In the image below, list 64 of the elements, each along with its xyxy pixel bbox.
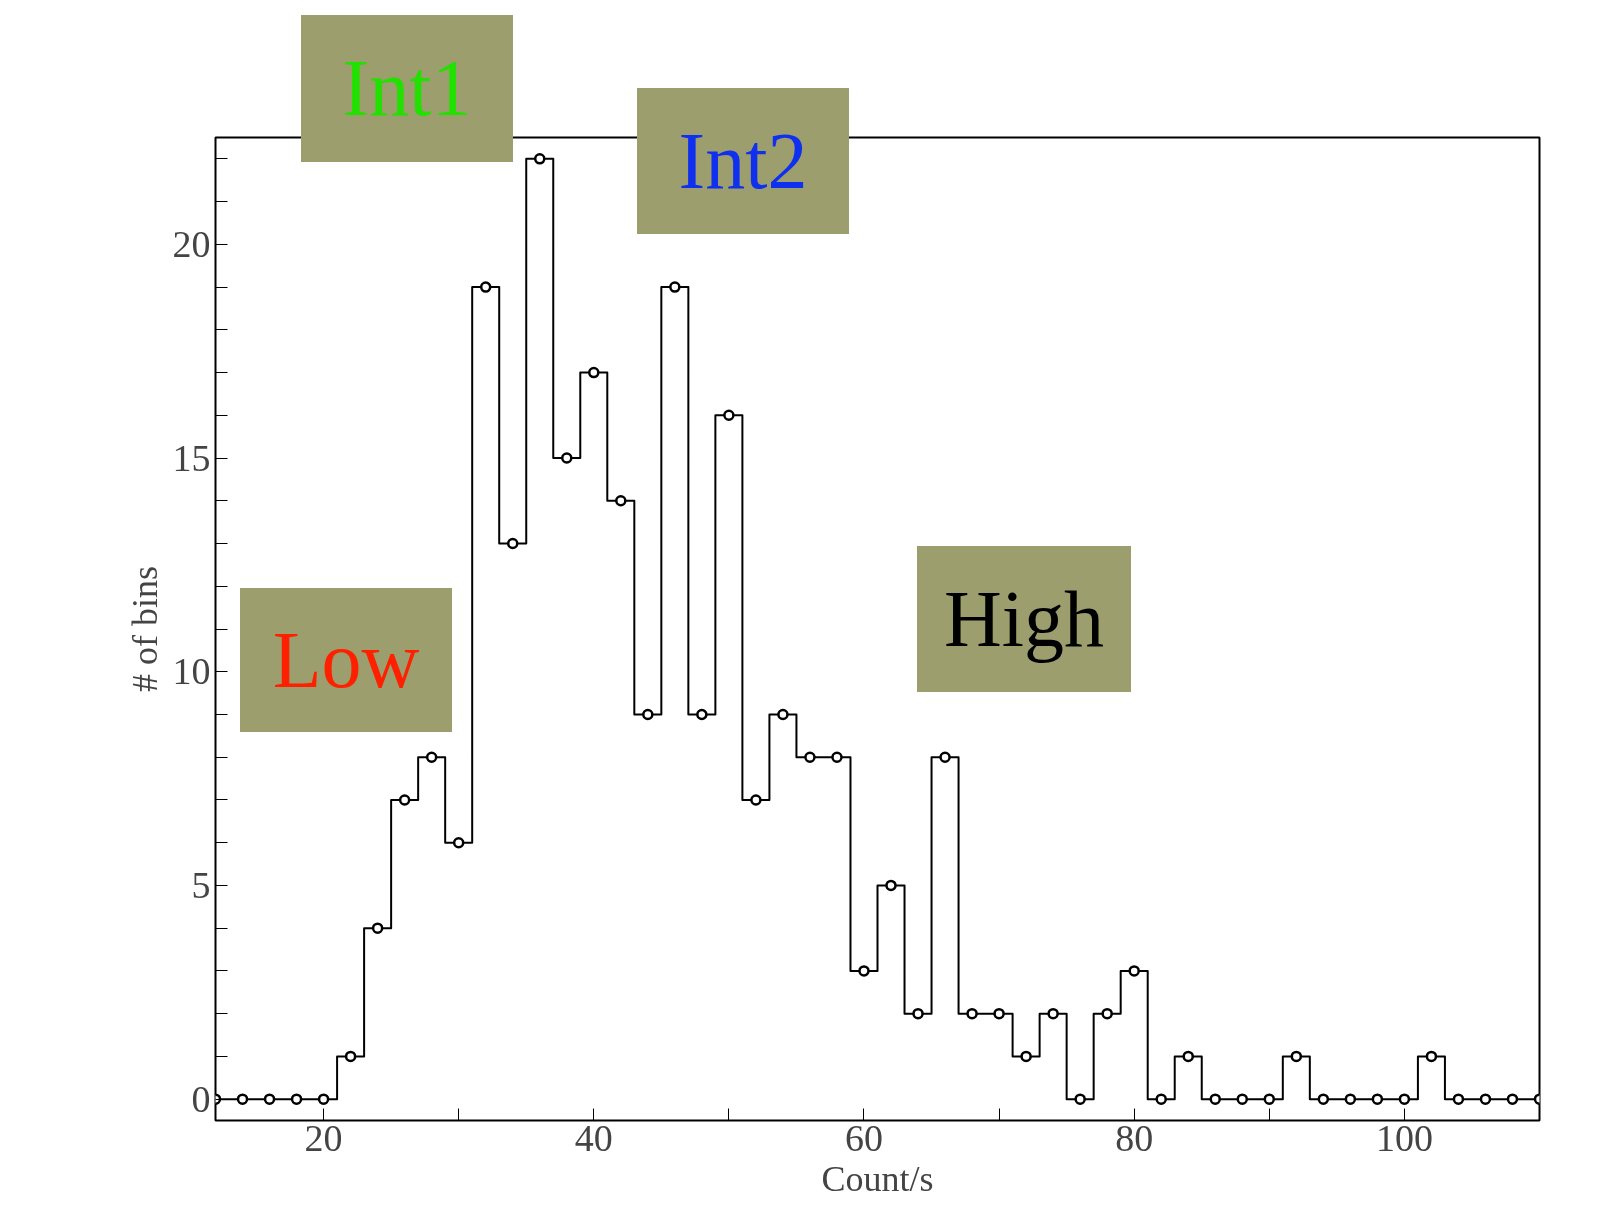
y-tick-label: 5 — [191, 863, 211, 906]
point — [696, 708, 708, 721]
point — [1425, 1050, 1438, 1063]
point — [533, 153, 546, 165]
point — [1479, 1093, 1492, 1105]
point — [1101, 1007, 1113, 1020]
point — [966, 1007, 978, 1020]
point — [290, 1093, 303, 1105]
x-tick-label: 20 — [304, 1116, 343, 1159]
point — [344, 1050, 357, 1063]
x-tick-label: 80 — [1115, 1116, 1154, 1159]
point — [777, 708, 789, 721]
x-tick-label: 40 — [574, 1116, 613, 1159]
y-tick-label: 0 — [191, 1077, 211, 1120]
point — [398, 794, 411, 806]
y-axis-title: # of bins — [124, 566, 165, 692]
point — [1020, 1050, 1032, 1063]
point — [1209, 1093, 1222, 1105]
x-tick-label: 60 — [844, 1116, 883, 1159]
point — [479, 281, 492, 293]
point — [263, 1093, 276, 1105]
point — [1371, 1093, 1384, 1105]
point — [939, 751, 951, 763]
point — [1155, 1093, 1167, 1105]
point — [317, 1093, 330, 1105]
point — [1398, 1093, 1411, 1105]
annotation: Int2 — [637, 88, 849, 234]
x-tick-label: 100 — [1375, 1116, 1433, 1159]
point — [615, 495, 627, 507]
point — [561, 452, 573, 464]
point — [588, 366, 600, 379]
annotation: Low — [240, 588, 452, 732]
x-axis-title: Count/s — [821, 1158, 934, 1199]
point — [1047, 1007, 1059, 1020]
point — [371, 922, 384, 934]
point — [1506, 1093, 1519, 1105]
point — [993, 1007, 1005, 1020]
y-tick-label: 10 — [172, 650, 211, 693]
text: Int1 — [301, 15, 513, 162]
point — [885, 879, 897, 892]
point — [669, 281, 681, 293]
point — [236, 1093, 249, 1105]
y-tick-label: 15 — [172, 436, 211, 479]
point — [1452, 1093, 1465, 1105]
point — [723, 409, 735, 422]
point — [1182, 1050, 1194, 1063]
point — [1236, 1093, 1249, 1105]
point — [1128, 965, 1140, 977]
point — [425, 751, 438, 763]
point — [858, 965, 870, 977]
point — [506, 537, 519, 550]
point — [804, 751, 816, 763]
point — [750, 794, 762, 806]
point — [1290, 1050, 1303, 1063]
point — [1263, 1093, 1276, 1105]
point — [831, 751, 843, 763]
annotation: High — [917, 546, 1131, 692]
point — [1317, 1093, 1330, 1105]
y-tick-label: 20 — [172, 222, 211, 265]
point — [452, 836, 465, 849]
point — [1074, 1093, 1086, 1105]
point — [642, 708, 654, 721]
point — [912, 1007, 924, 1020]
point — [1344, 1093, 1357, 1105]
